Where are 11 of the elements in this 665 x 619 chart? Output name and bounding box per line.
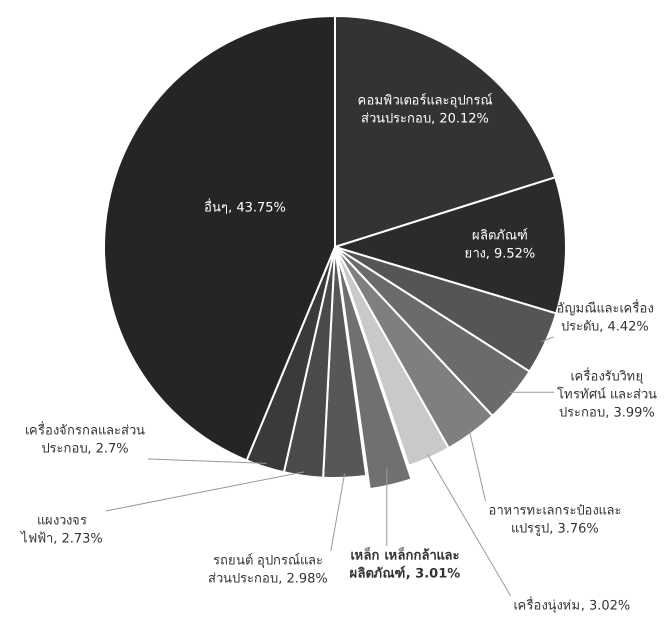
slice-label: รถยนต์ อุปกรณ์และส่วนประกอบ, 2.98% xyxy=(208,552,328,586)
slice-label: คอมพิวเตอร์และอุปกรณ์ส่วนประกอบ, 20.12% xyxy=(358,92,492,126)
slice-label: เครื่องนุ่งห่ม, 3.02% xyxy=(514,596,630,614)
slice-label: อาหารทะเลกระป๋องและแปรรูป, 3.76% xyxy=(488,503,622,536)
slice-label: ผลิตภัณฑ์ยาง, 9.52% xyxy=(464,227,536,262)
slice-label: อัญมณีและเครื่องประดับ, 4.42% xyxy=(556,299,654,334)
slice-label: เครื่องรับวิทยุโทรทัศน์ และส่วนประกอบ, 3.99% xyxy=(556,367,658,420)
slice-label: อื่นๆ, 43.75% xyxy=(204,198,286,216)
slice-label: แผงวงจรไฟฟ้า, 2.73% xyxy=(20,513,103,546)
slice-label: เหล็ก เหล็กกล้าและผลิตภัณฑ์, 3.01% xyxy=(350,545,460,582)
slice-label: เครื่องจักรกลและส่วนประกอบ, 2.7% xyxy=(25,421,145,456)
